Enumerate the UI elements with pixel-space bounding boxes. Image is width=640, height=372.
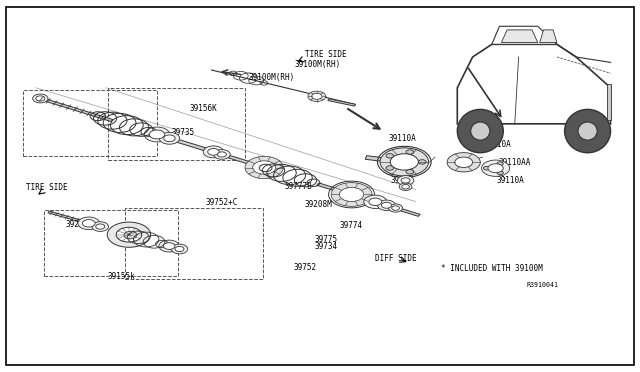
Text: 39752: 39752 xyxy=(293,263,316,273)
Circle shape xyxy=(481,160,509,176)
Circle shape xyxy=(381,202,392,208)
Circle shape xyxy=(83,219,95,227)
Circle shape xyxy=(312,93,322,99)
Circle shape xyxy=(116,227,141,242)
Text: 39110AA: 39110AA xyxy=(498,157,531,167)
Text: 39752+C: 39752+C xyxy=(205,198,237,207)
Circle shape xyxy=(397,176,414,185)
Circle shape xyxy=(419,160,426,164)
Circle shape xyxy=(96,224,105,229)
Polygon shape xyxy=(328,99,356,106)
Circle shape xyxy=(204,146,223,158)
Circle shape xyxy=(339,187,364,202)
Circle shape xyxy=(386,154,394,158)
Circle shape xyxy=(218,152,227,157)
Circle shape xyxy=(164,135,175,142)
Circle shape xyxy=(78,217,100,230)
Circle shape xyxy=(33,94,48,103)
Text: R3910041: R3910041 xyxy=(526,282,558,288)
Circle shape xyxy=(488,164,503,173)
Circle shape xyxy=(208,148,219,155)
Circle shape xyxy=(386,166,394,170)
Polygon shape xyxy=(317,183,344,193)
Circle shape xyxy=(399,183,412,190)
Text: 39234: 39234 xyxy=(66,220,89,229)
Circle shape xyxy=(497,162,503,166)
Circle shape xyxy=(331,183,372,206)
Circle shape xyxy=(149,130,164,139)
Circle shape xyxy=(159,132,180,144)
Circle shape xyxy=(392,206,399,210)
Circle shape xyxy=(483,166,490,170)
Text: 39100M(RH): 39100M(RH) xyxy=(248,73,295,82)
Circle shape xyxy=(92,222,109,231)
Text: 39775: 39775 xyxy=(315,235,338,244)
Text: 39110A: 39110A xyxy=(389,134,417,143)
Circle shape xyxy=(175,246,184,251)
Circle shape xyxy=(447,153,480,172)
Text: 39735: 39735 xyxy=(172,128,195,137)
Circle shape xyxy=(36,96,45,101)
Polygon shape xyxy=(35,96,113,122)
Polygon shape xyxy=(228,155,257,166)
Text: 39781: 39781 xyxy=(390,176,413,185)
Circle shape xyxy=(378,200,396,211)
Circle shape xyxy=(406,170,413,174)
Text: 39776: 39776 xyxy=(387,168,410,177)
Text: 39156K: 39156K xyxy=(189,104,217,113)
Circle shape xyxy=(390,205,401,211)
Circle shape xyxy=(388,204,403,212)
Text: 39774: 39774 xyxy=(339,221,362,230)
Polygon shape xyxy=(48,211,84,222)
Circle shape xyxy=(380,148,429,176)
Circle shape xyxy=(455,157,472,167)
Text: 39100M(RH): 39100M(RH) xyxy=(294,60,340,70)
Text: 39110A: 39110A xyxy=(483,141,511,150)
Circle shape xyxy=(108,222,150,247)
Text: DIFF SIDE: DIFF SIDE xyxy=(375,254,417,263)
Circle shape xyxy=(406,150,413,154)
Circle shape xyxy=(390,154,419,170)
Polygon shape xyxy=(400,209,420,217)
Text: 39777B: 39777B xyxy=(285,182,312,190)
Polygon shape xyxy=(365,155,403,164)
Circle shape xyxy=(159,240,179,252)
Circle shape xyxy=(214,150,230,159)
Circle shape xyxy=(163,243,175,249)
Circle shape xyxy=(402,185,410,189)
Circle shape xyxy=(253,161,276,174)
Text: TIRE SIDE: TIRE SIDE xyxy=(26,183,68,192)
Polygon shape xyxy=(171,138,206,151)
Circle shape xyxy=(364,195,387,208)
Text: 39110A: 39110A xyxy=(496,176,524,185)
Circle shape xyxy=(369,198,381,205)
Text: 39208M: 39208M xyxy=(304,201,332,209)
Circle shape xyxy=(245,156,284,179)
Circle shape xyxy=(308,91,326,102)
Circle shape xyxy=(401,178,410,183)
Circle shape xyxy=(497,171,503,174)
Circle shape xyxy=(144,127,170,142)
Text: 39155k: 39155k xyxy=(108,272,135,281)
Text: TIRE SIDE: TIRE SIDE xyxy=(305,50,346,59)
Text: 39734: 39734 xyxy=(315,242,338,251)
Circle shape xyxy=(171,244,188,254)
Text: * INCLUDED WITH 39100M: * INCLUDED WITH 39100M xyxy=(442,264,543,273)
